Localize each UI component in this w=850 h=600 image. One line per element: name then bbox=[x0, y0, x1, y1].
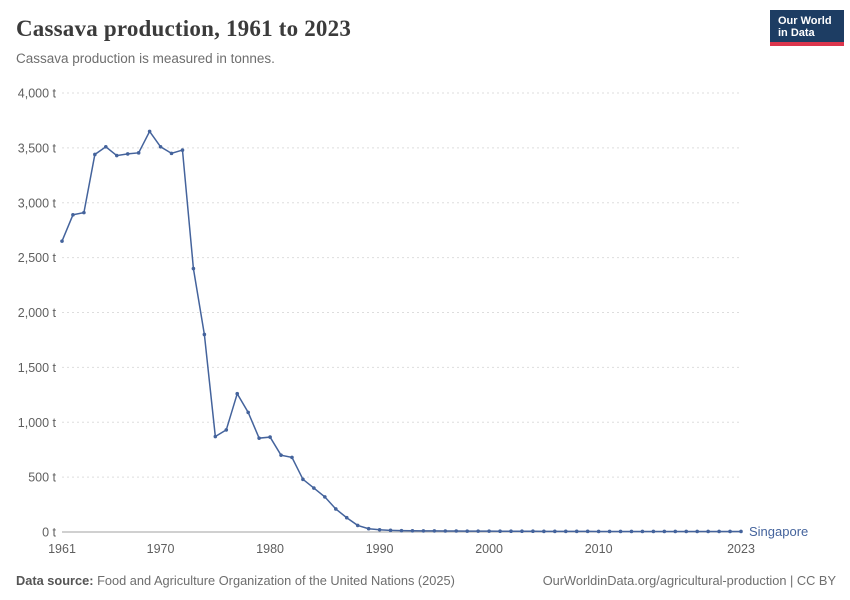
series-line[interactable] bbox=[61, 129, 741, 533]
data-point[interactable] bbox=[246, 410, 250, 415]
data-point[interactable] bbox=[684, 529, 689, 534]
data-point[interactable] bbox=[158, 144, 163, 149]
data-point[interactable] bbox=[224, 428, 229, 432]
data-point[interactable] bbox=[377, 528, 382, 532]
y-tick-label: 1,500 t bbox=[18, 361, 57, 375]
x-tick-label: 1990 bbox=[366, 542, 394, 556]
data-point[interactable] bbox=[629, 529, 634, 534]
data-point[interactable] bbox=[553, 529, 557, 534]
y-tick-label: 4,000 t bbox=[18, 87, 57, 101]
data-point[interactable] bbox=[268, 435, 272, 439]
data-point[interactable] bbox=[509, 529, 513, 534]
data-point[interactable] bbox=[312, 486, 316, 490]
y-tick-label: 3,500 t bbox=[18, 141, 57, 155]
data-point[interactable] bbox=[432, 529, 437, 533]
data-point[interactable] bbox=[651, 529, 656, 534]
data-point[interactable] bbox=[104, 144, 108, 149]
data-point[interactable] bbox=[585, 529, 590, 534]
data-point[interactable] bbox=[169, 151, 174, 156]
data-point[interactable] bbox=[673, 529, 678, 534]
data-point[interactable] bbox=[191, 266, 196, 271]
data-point[interactable] bbox=[563, 529, 568, 534]
data-point[interactable] bbox=[136, 151, 141, 155]
data-point[interactable] bbox=[454, 529, 459, 533]
data-point[interactable] bbox=[60, 239, 64, 243]
y-tick-label: 2,500 t bbox=[18, 251, 57, 265]
data-point[interactable] bbox=[443, 529, 448, 533]
data-point[interactable] bbox=[235, 391, 240, 396]
data-point[interactable] bbox=[257, 436, 261, 440]
data-point[interactable] bbox=[739, 529, 743, 534]
data-point[interactable] bbox=[728, 529, 732, 534]
data-point[interactable] bbox=[465, 529, 470, 533]
data-point[interactable] bbox=[520, 529, 524, 534]
data-point[interactable] bbox=[531, 529, 535, 534]
data-point[interactable] bbox=[706, 529, 710, 534]
data-point[interactable] bbox=[71, 213, 75, 217]
data-point[interactable] bbox=[695, 529, 699, 534]
data-point[interactable] bbox=[421, 529, 426, 533]
y-tick-label: 3,000 t bbox=[18, 196, 57, 210]
data-point[interactable] bbox=[279, 453, 283, 457]
data-source-text: Food and Agriculture Organization of the… bbox=[93, 573, 455, 588]
data-point[interactable] bbox=[213, 434, 218, 439]
license-link[interactable]: OurWorldinData.org/agricultural-producti… bbox=[542, 573, 836, 588]
data-point[interactable] bbox=[202, 332, 207, 337]
x-tick-label: 2000 bbox=[475, 542, 503, 556]
data-source: Data source: Food and Agriculture Organi… bbox=[16, 573, 455, 588]
data-point[interactable] bbox=[366, 526, 371, 531]
data-point[interactable] bbox=[607, 529, 612, 534]
data-point[interactable] bbox=[93, 152, 97, 157]
data-point[interactable] bbox=[301, 477, 305, 482]
data-point[interactable] bbox=[596, 529, 601, 534]
y-tick-label: 1,000 t bbox=[18, 416, 57, 430]
logo-line2: in Data bbox=[778, 27, 815, 39]
data-point[interactable] bbox=[290, 455, 294, 460]
data-point[interactable] bbox=[410, 528, 415, 533]
chart-subtitle: Cassava production is measured in tonnes… bbox=[16, 51, 275, 66]
data-point[interactable] bbox=[498, 529, 502, 534]
data-point[interactable] bbox=[333, 507, 338, 511]
data-point[interactable] bbox=[487, 529, 491, 533]
chart-header: Cassava production, 1961 to 2023 Cassava… bbox=[16, 16, 750, 66]
data-point[interactable] bbox=[344, 515, 349, 520]
y-tick-label: 500 t bbox=[28, 471, 56, 485]
y-tick-label: 0 t bbox=[42, 526, 56, 540]
data-point[interactable] bbox=[147, 129, 152, 134]
x-tick-label: 1961 bbox=[48, 542, 76, 556]
y-tick-label: 2,000 t bbox=[18, 306, 57, 320]
data-point[interactable] bbox=[82, 210, 86, 215]
data-point[interactable] bbox=[542, 529, 546, 534]
page-title: Cassava production, 1961 to 2023 bbox=[16, 16, 352, 41]
x-tick-label: 1970 bbox=[147, 542, 175, 556]
line-chart[interactable]: 0 t 500 t 1,000 t 1,500 t 2,000 t 2,500 t 3,00… bbox=[0, 78, 850, 566]
data-point[interactable] bbox=[355, 523, 360, 528]
data-point[interactable] bbox=[640, 529, 645, 534]
x-tick-label: 2010 bbox=[585, 542, 613, 556]
data-point[interactable] bbox=[717, 529, 721, 534]
data-point[interactable] bbox=[399, 528, 404, 533]
logo-line1: Our World bbox=[778, 15, 832, 27]
owid-logo: Our World in Data bbox=[770, 10, 844, 46]
data-point[interactable] bbox=[180, 148, 185, 152]
data-point[interactable] bbox=[323, 495, 327, 499]
data-point[interactable] bbox=[574, 529, 579, 534]
data-point[interactable] bbox=[114, 153, 119, 158]
data-point[interactable] bbox=[618, 529, 623, 534]
data-point[interactable] bbox=[388, 528, 393, 533]
data-point[interactable] bbox=[476, 529, 480, 533]
x-tick-label: 1980 bbox=[256, 542, 284, 556]
data-point[interactable] bbox=[662, 529, 667, 534]
series-end-label[interactable]: Singapore bbox=[749, 524, 808, 539]
chart-footer: Data source: Food and Agriculture Organi… bbox=[16, 573, 836, 588]
data-point[interactable] bbox=[125, 152, 130, 156]
data-source-label: Data source: bbox=[16, 573, 94, 588]
x-tick-label: 2023 bbox=[727, 542, 755, 556]
